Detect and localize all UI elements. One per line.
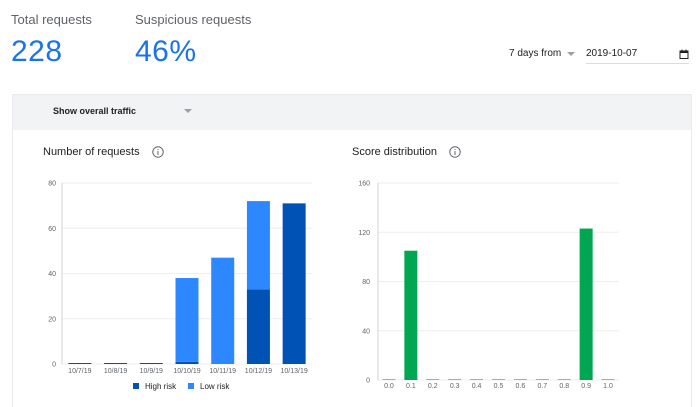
y-tick-label: 0 — [366, 378, 370, 385]
bar-high-risk — [246, 289, 270, 364]
bar-low-risk — [246, 201, 270, 290]
y-tick-label: 40 — [362, 328, 370, 335]
bar-high-risk — [175, 361, 199, 364]
legend-label: Low risk — [200, 382, 230, 391]
requests-chart-title: Number of requests — [43, 146, 164, 158]
bar-high-risk — [282, 203, 306, 364]
chevron-down-icon — [184, 109, 193, 113]
x-tick-label: 0.7 — [537, 383, 547, 390]
x-tick-label: 10/12/19 — [245, 368, 272, 375]
x-tick-label: 10/7/19 — [68, 368, 91, 375]
total-requests-label: Total requests — [11, 12, 92, 27]
suspicious-requests-stat: Suspicious requests 46% — [135, 12, 251, 69]
info-icon[interactable] — [151, 146, 164, 158]
traffic-filter-select[interactable]: Show overall traffic — [53, 106, 193, 116]
legend-swatch — [188, 383, 194, 389]
y-tick-label: 120 — [358, 230, 370, 237]
score-chart-title-text: Score distribution — [352, 146, 437, 158]
score-bar — [579, 228, 593, 380]
info-icon[interactable] — [449, 146, 461, 158]
x-tick-label: 0.0 — [384, 383, 394, 390]
x-tick-label: 0.9 — [581, 383, 591, 390]
x-tick-label: 0.6 — [516, 383, 526, 390]
x-tick-label: 0.2 — [428, 383, 438, 390]
x-tick-label: 0.5 — [494, 383, 504, 390]
x-tick-label: 1.0 — [603, 383, 613, 390]
legend-label: High risk — [145, 382, 177, 391]
suspicious-requests-value: 46% — [135, 35, 197, 68]
calendar-icon[interactable] — [679, 49, 689, 59]
x-tick-label: 0.8 — [559, 383, 569, 390]
total-requests-value: 228 — [11, 35, 63, 68]
y-tick-label: 160 — [358, 181, 370, 188]
y-tick-label: 80 — [48, 181, 56, 188]
date-range-label: 7 days from — [509, 48, 562, 59]
score-bar — [404, 250, 418, 380]
panel-header: Show overall traffic — [13, 95, 691, 130]
bar-low-risk — [175, 278, 199, 362]
suspicious-requests-label: Suspicious requests — [135, 12, 252, 27]
legend-swatch — [133, 383, 139, 389]
chevron-down-icon — [567, 51, 576, 56]
y-tick-label: 0 — [52, 362, 56, 369]
x-tick-label: 10/9/19 — [140, 368, 163, 375]
y-tick-label: 60 — [48, 226, 56, 233]
y-tick-label: 80 — [362, 279, 370, 286]
start-date-value: 2019-10-07 — [586, 48, 638, 59]
y-tick-label: 40 — [48, 271, 56, 278]
x-tick-label: 0.4 — [472, 383, 482, 390]
traffic-filter-label: Show overall traffic — [53, 106, 137, 116]
y-tick-label: 20 — [48, 316, 56, 323]
x-tick-label: 0.1 — [406, 383, 416, 390]
bar-low-risk — [211, 257, 235, 364]
x-tick-label: 10/10/19 — [173, 368, 200, 375]
date-range-select[interactable]: 7 days from — [509, 48, 576, 59]
x-tick-label: 10/13/19 — [281, 368, 308, 375]
x-tick-label: 0.3 — [450, 383, 460, 390]
start-date-input[interactable]: 2019-10-07 — [586, 44, 689, 64]
total-requests-stat: Total requests 228 — [11, 12, 92, 69]
x-tick-label: 10/8/19 — [104, 368, 127, 375]
x-tick-label: 10/11/19 — [209, 368, 236, 375]
requests-chart-title-text: Number of requests — [43, 146, 140, 158]
score-chart-title: Score distribution — [352, 146, 461, 158]
traffic-panel: Show overall traffic Number of requests … — [12, 94, 692, 407]
